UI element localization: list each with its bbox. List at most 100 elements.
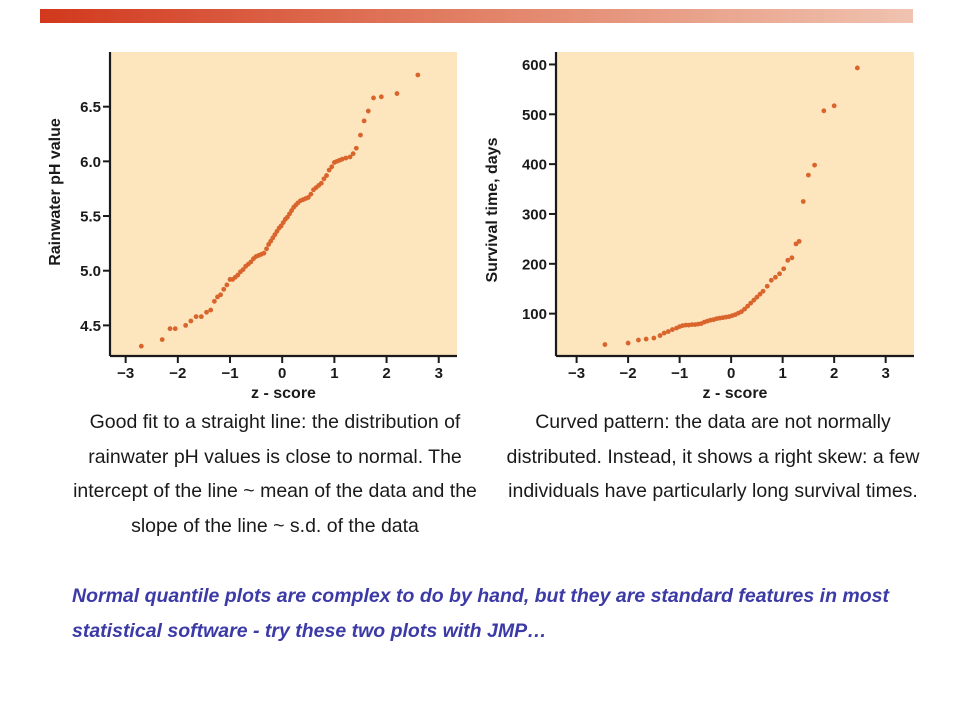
ph-data-point bbox=[318, 180, 324, 186]
survival-data-point bbox=[768, 277, 774, 283]
survival-data-point bbox=[643, 336, 649, 342]
survival-data-point bbox=[800, 199, 806, 204]
survival-data-point bbox=[742, 306, 747, 312]
ph-data-point bbox=[329, 164, 335, 170]
survival-data-point bbox=[745, 303, 751, 309]
ph-data-point bbox=[308, 191, 314, 197]
survival-data-point bbox=[636, 337, 641, 343]
ph-y-tick-label: 4.5 bbox=[80, 318, 101, 335]
ph-y-tick-label: 5.5 bbox=[80, 209, 101, 226]
ph-data-point bbox=[371, 95, 376, 101]
ph-data-point bbox=[198, 314, 204, 320]
survival-y-tick-label: 100 bbox=[522, 306, 547, 323]
survival-y-tick-label: 600 bbox=[522, 57, 547, 74]
ph-y-tick-label: 6.5 bbox=[80, 99, 101, 116]
ph-data-point bbox=[324, 173, 329, 178]
survival-x-tick-label: −1 bbox=[671, 365, 688, 382]
survival-plot-area bbox=[556, 52, 914, 356]
survival-x-tick-label: 0 bbox=[727, 365, 735, 382]
survival-data-point bbox=[831, 103, 837, 109]
ph-data-point bbox=[261, 250, 267, 256]
ph-y-tick-label: 5.0 bbox=[80, 263, 101, 280]
survival-data-point bbox=[625, 340, 631, 346]
ph-data-point bbox=[264, 246, 269, 252]
survival-data-point bbox=[796, 238, 802, 244]
ph-data-point bbox=[358, 132, 363, 138]
survival-x-tick-label: 2 bbox=[830, 365, 838, 382]
ph-data-point bbox=[224, 282, 230, 288]
ph-data-point bbox=[172, 326, 178, 332]
ph-data-point bbox=[361, 118, 367, 124]
ph-y-tick-label: 6.0 bbox=[80, 154, 101, 171]
ph-x-tick-label: −2 bbox=[169, 365, 186, 382]
ph-data-point bbox=[415, 72, 421, 78]
ph-x-axis-title: z - score bbox=[251, 385, 316, 402]
survival-x-axis-title: z - score bbox=[703, 385, 768, 402]
survival-y-tick-label: 200 bbox=[522, 256, 547, 273]
ph-y-axis-title: Rainwater pH value bbox=[47, 118, 64, 266]
survival-data-point bbox=[785, 257, 791, 263]
ph-x-tick-label: 2 bbox=[382, 365, 390, 382]
ph-data-point bbox=[208, 307, 214, 313]
ph-data-point bbox=[167, 326, 173, 332]
title-accent-bar bbox=[40, 9, 913, 23]
survival-y-axis-title: Survival time, days bbox=[484, 137, 501, 282]
ph-data-point bbox=[305, 195, 311, 200]
ph-data-point bbox=[347, 154, 353, 160]
survival-x-tick-label: −3 bbox=[568, 365, 585, 382]
ph-data-point bbox=[350, 151, 356, 157]
survival-data-point bbox=[777, 271, 782, 277]
ph-x-tick-label: −3 bbox=[117, 365, 134, 382]
ph-x-tick-label: 1 bbox=[330, 365, 338, 382]
ph-data-point bbox=[353, 145, 359, 151]
ph-data-point bbox=[138, 343, 144, 349]
ph-data-point bbox=[221, 286, 227, 292]
ph-data-point bbox=[321, 176, 327, 182]
ph-data-point bbox=[218, 292, 224, 298]
survival-data-point bbox=[651, 335, 657, 341]
survival-y-tick-label: 400 bbox=[522, 157, 547, 174]
ph-data-point bbox=[211, 298, 217, 304]
survival-data-point bbox=[821, 108, 827, 114]
ph-x-tick-label: −1 bbox=[221, 365, 238, 382]
survival-data-point bbox=[657, 333, 663, 338]
survival-data-point bbox=[854, 65, 860, 71]
ph-data-point bbox=[235, 272, 241, 278]
ph-data-point bbox=[188, 318, 194, 324]
ph-data-point bbox=[183, 322, 189, 328]
survival-data-point bbox=[764, 283, 770, 289]
survival-data-point bbox=[661, 330, 667, 336]
ph-data-point bbox=[326, 167, 332, 173]
survival-y-tick-label: 300 bbox=[522, 206, 547, 223]
ph-data-point bbox=[193, 314, 199, 320]
ph-data-point bbox=[240, 267, 246, 273]
survival-data-point bbox=[602, 342, 608, 347]
survival-x-tick-label: 1 bbox=[778, 365, 786, 382]
survival-data-point bbox=[670, 327, 675, 332]
footer-note: Normal quantile plots are complex to do … bbox=[72, 585, 889, 642]
survival-data-point bbox=[806, 172, 811, 178]
ph-data-point bbox=[339, 156, 345, 162]
ph-data-point bbox=[204, 309, 209, 315]
ph-x-tick-label: 3 bbox=[435, 365, 443, 382]
survival-data-point bbox=[781, 266, 787, 272]
ph-data-point bbox=[248, 259, 254, 265]
ph-plot-area bbox=[110, 52, 457, 356]
ph-data-point bbox=[159, 337, 165, 342]
survival-data-point bbox=[751, 297, 757, 303]
caption-left: Good fit to a straight line: the distrib… bbox=[73, 411, 477, 537]
survival-data-point bbox=[665, 329, 671, 334]
survival-y-tick-label: 500 bbox=[522, 107, 547, 124]
ph-x-tick-label: 0 bbox=[278, 365, 286, 382]
survival-data-point bbox=[812, 162, 817, 168]
survival-data-point bbox=[757, 291, 763, 297]
ph-data-point bbox=[365, 108, 371, 114]
survival-data-point bbox=[789, 255, 795, 261]
ph-data-point bbox=[378, 94, 384, 100]
survival-data-point bbox=[754, 294, 760, 300]
survival-x-tick-label: 3 bbox=[881, 365, 889, 382]
survival-data-point bbox=[748, 300, 754, 306]
survival-x-tick-label: −2 bbox=[620, 365, 637, 382]
caption-right: Curved pattern: the data are not normall… bbox=[506, 411, 920, 502]
